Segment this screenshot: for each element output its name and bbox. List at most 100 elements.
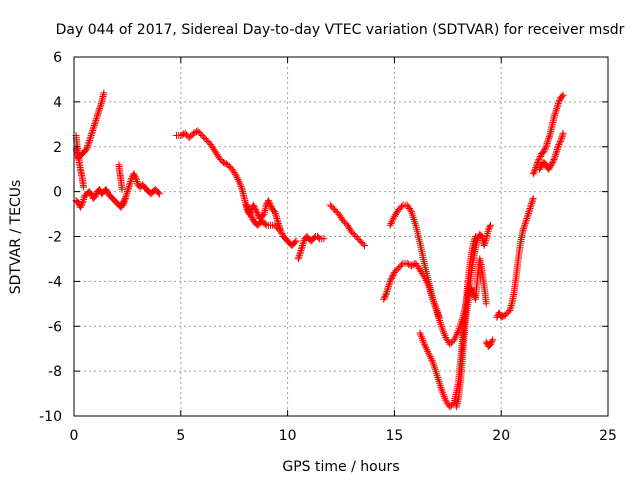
data-point [381, 292, 389, 300]
data-point [555, 98, 563, 106]
data-point [197, 130, 205, 138]
data-point [89, 125, 97, 133]
data-point [406, 206, 414, 214]
data-point [435, 312, 443, 320]
data-point [380, 294, 388, 302]
data-point [297, 247, 305, 254]
data-point [320, 235, 328, 243]
data-point [298, 243, 306, 251]
data-point [449, 400, 457, 408]
data-point [403, 259, 411, 267]
data-point [380, 295, 388, 303]
data-point [383, 288, 391, 295]
data-point [419, 337, 427, 344]
data-point [356, 237, 364, 245]
data-point [215, 154, 223, 162]
data-point [300, 238, 308, 246]
data-point [103, 187, 111, 195]
data-point [247, 211, 255, 219]
data-point [332, 207, 340, 215]
data-point [328, 203, 336, 211]
grid-layer [74, 57, 608, 416]
data-point [559, 91, 567, 99]
data-point [430, 299, 438, 307]
data-point [291, 238, 299, 246]
data-point [558, 92, 566, 100]
data-point [122, 191, 130, 199]
data-point [361, 242, 368, 249]
data-point [551, 152, 559, 160]
data-point [425, 349, 433, 357]
data-point [546, 163, 554, 171]
y-tick-label: -2 [48, 230, 62, 246]
data-point [87, 190, 95, 198]
data-point [389, 216, 397, 224]
data-point [76, 203, 84, 211]
data-point [265, 198, 273, 206]
data-point [388, 273, 396, 281]
data-point [542, 161, 550, 169]
data-point [267, 201, 274, 209]
data-point [97, 100, 105, 108]
data-point [201, 135, 209, 142]
data-point [428, 356, 436, 364]
data-point [233, 174, 241, 182]
data-point [495, 309, 503, 317]
x-tick-label: 0 [70, 428, 79, 444]
data-point [100, 89, 108, 97]
data-point [534, 159, 541, 166]
data-point [232, 172, 240, 180]
data-point [387, 276, 395, 284]
data-point [528, 199, 536, 207]
data-point [388, 218, 396, 226]
data-point [554, 142, 562, 150]
data-point [92, 115, 100, 123]
data-point [536, 153, 544, 160]
data-point [477, 231, 485, 239]
data-point [488, 337, 496, 345]
data-point [420, 340, 428, 348]
data-point [273, 215, 281, 222]
data-point [548, 160, 556, 168]
data-point [469, 239, 477, 247]
data-point [398, 261, 405, 269]
data-point [154, 189, 162, 197]
data-point [275, 226, 283, 234]
data-point [267, 203, 275, 211]
data-point [437, 322, 445, 330]
data-point [482, 300, 490, 308]
data-point [92, 191, 100, 199]
data-point [315, 234, 323, 242]
data-point [102, 185, 110, 193]
data-point [220, 159, 227, 166]
data-point [499, 313, 507, 320]
data-point [524, 210, 532, 217]
data-point [249, 201, 257, 209]
data-point [386, 221, 394, 229]
data-point [487, 221, 494, 229]
data-point [358, 239, 366, 246]
x-tick-label: 15 [385, 428, 403, 444]
data-point [489, 336, 497, 344]
data-point [253, 209, 261, 217]
data-point [541, 144, 549, 152]
data-point [472, 233, 480, 240]
data-point [155, 190, 163, 198]
data-point [536, 154, 544, 162]
data-point [433, 307, 441, 314]
data-point [556, 138, 564, 145]
data-point [259, 211, 267, 219]
data-point [235, 177, 243, 185]
data-point [426, 353, 434, 361]
data-point [349, 230, 357, 237]
data-point [339, 217, 347, 225]
data-point [248, 214, 256, 222]
data-point [451, 334, 459, 342]
data-point [185, 134, 193, 142]
data-point [131, 171, 138, 179]
data-point [131, 173, 139, 181]
data-point [531, 167, 539, 175]
data-point [421, 342, 429, 350]
data-point [96, 105, 104, 113]
